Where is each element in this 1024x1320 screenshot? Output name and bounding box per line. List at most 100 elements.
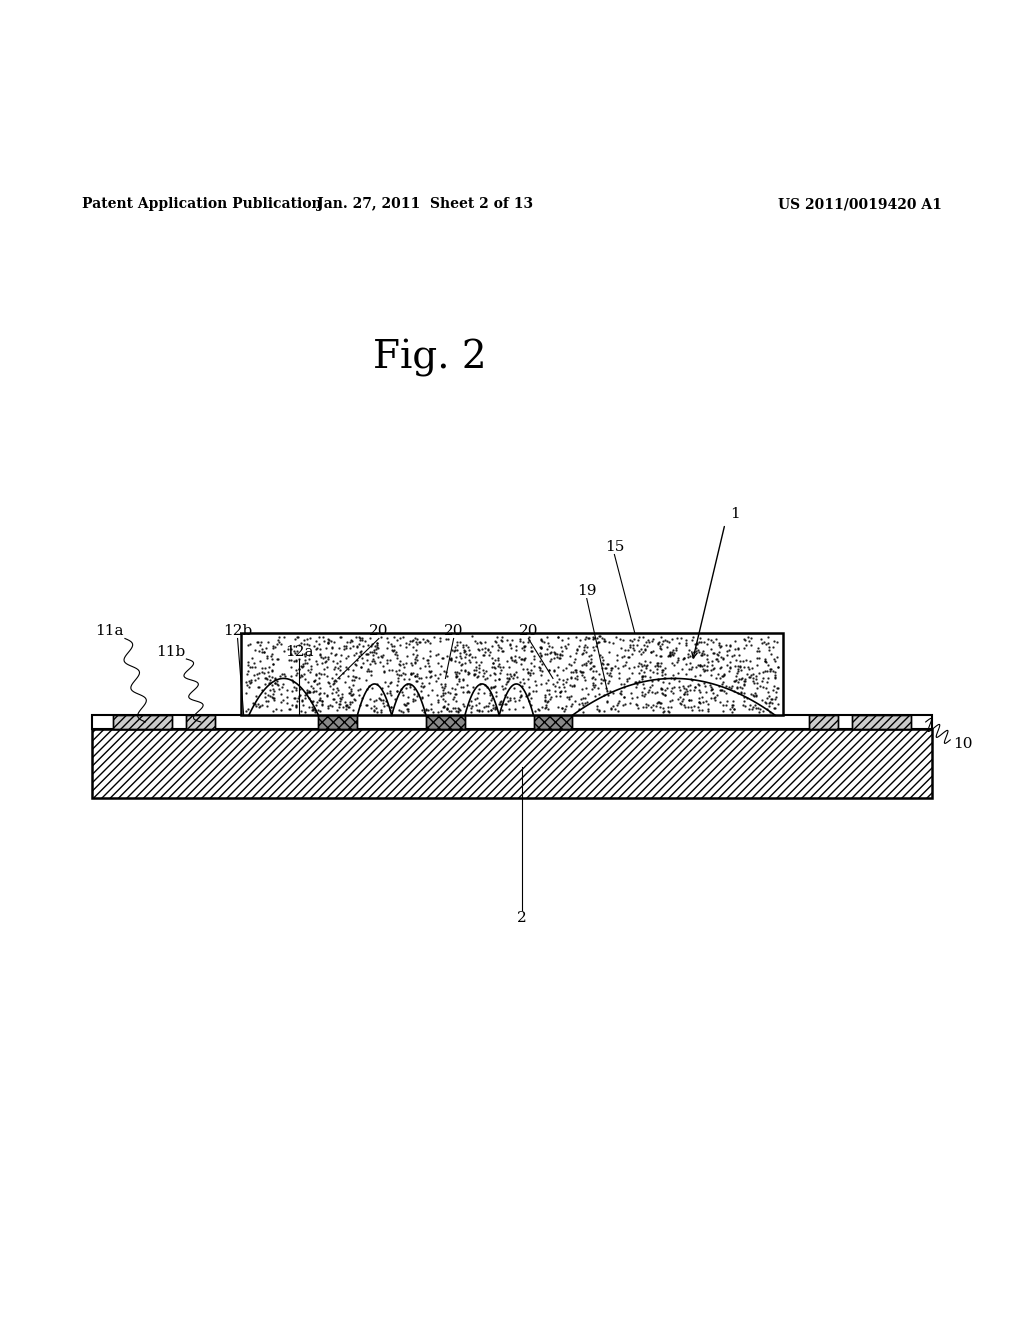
Point xyxy=(557,671,573,692)
Point xyxy=(400,634,417,655)
Point xyxy=(417,631,433,652)
Point xyxy=(711,664,727,685)
Point xyxy=(343,630,359,651)
Point xyxy=(555,659,571,680)
Point xyxy=(728,649,744,671)
Point xyxy=(372,689,388,710)
Point xyxy=(499,667,515,688)
Point xyxy=(261,669,278,690)
Point xyxy=(573,678,590,700)
Point xyxy=(422,661,438,682)
Point xyxy=(306,671,323,692)
Point xyxy=(401,630,418,651)
Point xyxy=(315,682,332,704)
Point xyxy=(447,684,464,705)
Point xyxy=(261,680,278,701)
Point xyxy=(683,689,699,710)
Point xyxy=(670,649,686,671)
Point xyxy=(346,667,362,688)
Point xyxy=(540,669,556,690)
Point xyxy=(239,672,255,693)
Point xyxy=(341,693,357,714)
Point xyxy=(471,639,487,660)
Point xyxy=(420,631,436,652)
Point xyxy=(319,632,336,653)
Point xyxy=(470,700,486,721)
Point xyxy=(766,649,782,671)
Point xyxy=(483,688,500,709)
Point xyxy=(705,631,721,652)
Point xyxy=(365,645,381,667)
Point xyxy=(623,692,639,713)
Point xyxy=(489,639,506,660)
Point xyxy=(652,645,669,667)
Point xyxy=(301,681,317,702)
Point xyxy=(537,685,553,706)
Point xyxy=(246,652,262,673)
Point xyxy=(642,676,658,697)
Point xyxy=(617,651,634,672)
Point xyxy=(394,684,411,705)
Point xyxy=(307,631,324,652)
Point xyxy=(292,685,308,706)
Point xyxy=(748,665,764,686)
Point xyxy=(433,675,450,696)
Point xyxy=(467,664,483,685)
Point xyxy=(382,681,398,702)
Point xyxy=(338,647,354,668)
Point xyxy=(422,667,438,688)
Point xyxy=(542,642,558,663)
Point xyxy=(467,647,483,668)
Point xyxy=(526,671,543,692)
Point xyxy=(470,682,486,704)
Point xyxy=(319,696,336,717)
Point xyxy=(272,684,289,705)
Point xyxy=(662,642,678,663)
Point xyxy=(689,655,706,676)
Point xyxy=(271,632,288,653)
Point xyxy=(697,681,714,702)
Point xyxy=(311,627,328,648)
Point xyxy=(542,688,558,709)
Point xyxy=(600,653,616,675)
Point xyxy=(714,673,730,694)
Point xyxy=(629,673,645,694)
Point xyxy=(686,642,702,663)
Point xyxy=(316,647,333,668)
Point xyxy=(438,661,455,682)
Point xyxy=(423,698,439,719)
Point xyxy=(468,694,484,715)
Point xyxy=(290,688,306,709)
Point xyxy=(495,640,511,661)
Point xyxy=(338,656,354,677)
Point xyxy=(585,667,601,688)
Point xyxy=(715,647,731,668)
Point xyxy=(585,628,601,649)
Point xyxy=(398,693,415,714)
Point xyxy=(396,694,413,715)
Point xyxy=(340,645,356,667)
Point xyxy=(331,697,347,718)
Point xyxy=(656,667,673,688)
Point xyxy=(263,667,280,688)
Point xyxy=(387,660,403,681)
Point xyxy=(594,657,610,678)
Point xyxy=(688,656,705,677)
Point xyxy=(615,673,632,694)
Point xyxy=(305,681,322,702)
Point xyxy=(733,668,750,689)
Point xyxy=(676,684,692,705)
Point xyxy=(258,638,274,659)
Point xyxy=(579,692,595,713)
Point xyxy=(699,701,716,722)
Point xyxy=(352,630,369,651)
Point xyxy=(451,671,467,692)
Point xyxy=(308,664,325,685)
Point xyxy=(634,667,650,688)
Point xyxy=(755,677,771,698)
Point xyxy=(743,698,760,719)
Point xyxy=(301,681,317,702)
Point xyxy=(742,635,759,656)
Bar xyxy=(113,715,172,729)
Point xyxy=(664,644,680,665)
